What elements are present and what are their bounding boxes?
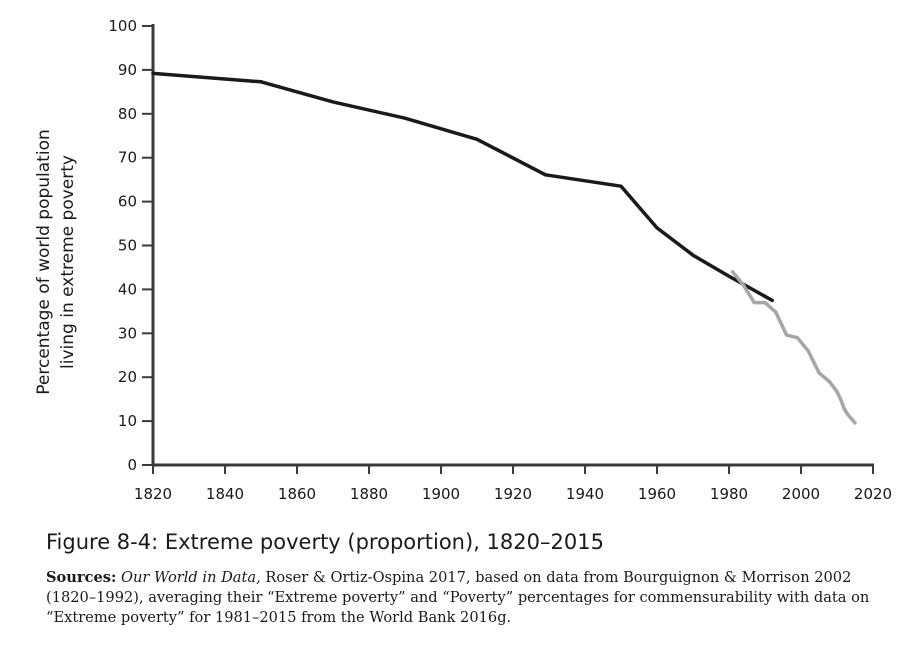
data-point	[403, 116, 407, 120]
series-line-bourguignon-morrison	[151, 71, 774, 303]
x-tick-label: 1940	[566, 485, 604, 503]
data-point	[839, 397, 843, 401]
sources-label: Sources:	[46, 569, 117, 586]
data-point	[806, 349, 810, 353]
y-tick-label: 50	[118, 237, 137, 255]
x-tick-label: 1920	[494, 485, 532, 503]
data-point	[785, 333, 789, 337]
data-point	[731, 270, 735, 274]
series-line-world-bank	[730, 270, 857, 425]
sources-note: Sources: Our World in Data, Roser & Orti…	[46, 568, 896, 628]
data-point	[770, 298, 774, 302]
data-point	[774, 310, 778, 314]
x-tick-label: 2020	[854, 485, 892, 503]
x-tick-label: 2000	[782, 485, 820, 503]
y-tick-label: 10	[118, 412, 137, 430]
data-point	[842, 407, 846, 411]
x-tick-label: 1860	[278, 485, 316, 503]
y-tick-label: 0	[127, 456, 137, 474]
data-point	[817, 371, 821, 375]
data-point	[259, 80, 263, 84]
y-axis-title-line-1: Percentage of world population	[34, 129, 54, 395]
data-point	[475, 137, 479, 141]
data-point	[727, 274, 731, 278]
y-axis-ticks: 0 10 20 30 40 50 60 70 80 90 100	[108, 17, 153, 474]
y-tick-label: 80	[118, 105, 137, 123]
data-point	[795, 336, 800, 340]
x-tick-label: 1820	[134, 485, 172, 503]
data-point	[151, 71, 155, 76]
series-layer	[151, 71, 857, 425]
data-point	[835, 390, 839, 394]
y-tick-label: 20	[118, 368, 137, 386]
data-point	[741, 283, 746, 287]
data-point	[846, 412, 850, 417]
y-tick-label: 30	[118, 324, 137, 342]
data-point	[763, 300, 767, 305]
y-tick-label: 70	[118, 149, 137, 167]
data-point	[331, 100, 335, 104]
data-point	[691, 253, 695, 257]
x-tick-label: 1980	[710, 485, 748, 503]
y-tick-label: 90	[118, 61, 137, 79]
data-point	[853, 421, 857, 425]
data-point	[828, 380, 832, 384]
y-axis-title-line-2: living in extreme poverty	[58, 155, 78, 369]
y-tick-label: 60	[118, 193, 137, 211]
data-point	[619, 184, 623, 188]
sources-publication: Our World in Data,	[121, 569, 261, 586]
x-tick-label: 1840	[206, 485, 244, 503]
data-point	[655, 226, 659, 230]
data-point	[752, 300, 756, 305]
data-point	[543, 173, 548, 177]
sources-text: Roser & Ortiz-Ospina 2017, based on data…	[46, 569, 870, 626]
y-tick-label: 100	[108, 17, 137, 35]
x-tick-label: 1900	[422, 485, 460, 503]
x-tick-label: 1880	[350, 485, 388, 503]
y-tick-label: 40	[118, 280, 137, 298]
figure-caption: Figure 8-4: Extreme poverty (proportion)…	[46, 530, 604, 554]
x-axis-ticks: 1820 1840 1860 1880 1900 1920 1940 1960 1980 2000…	[134, 465, 892, 503]
x-tick-label: 1960	[638, 485, 676, 503]
